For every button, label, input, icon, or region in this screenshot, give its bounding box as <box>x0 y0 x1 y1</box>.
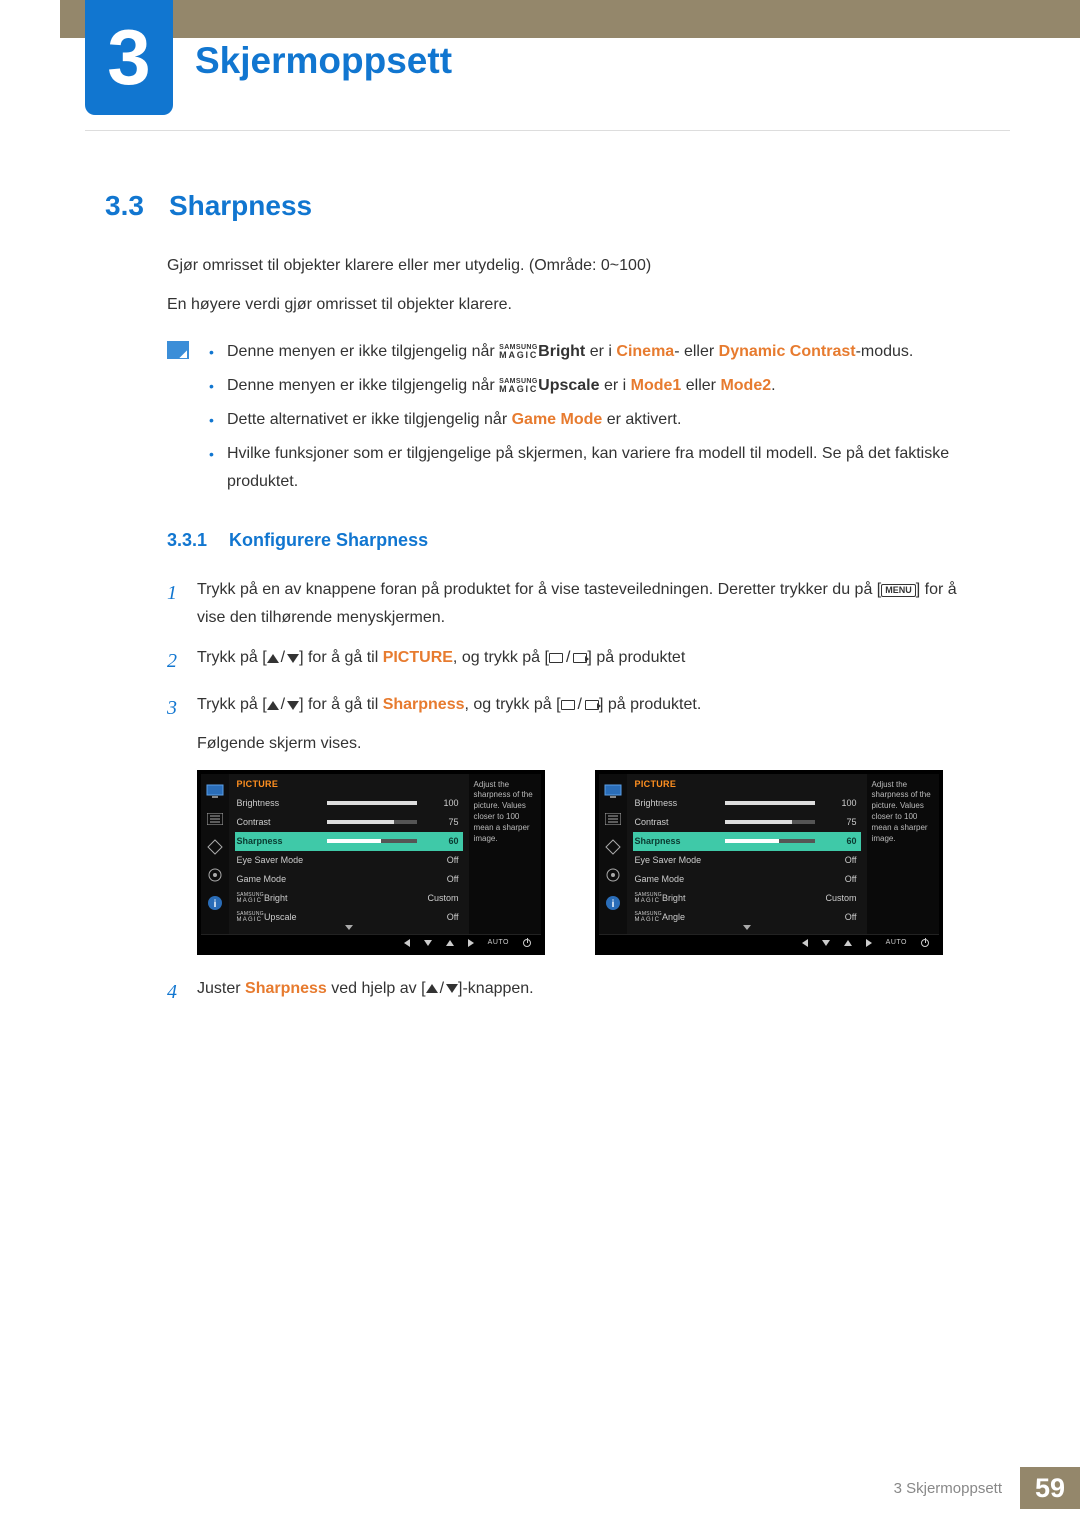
section-heading: 3.3 Sharpness <box>105 190 985 222</box>
subsection-number: 3.3.1 <box>167 530 207 551</box>
right-icon <box>468 939 474 947</box>
note-item: Hvilke funksjoner som er tilgjengelige p… <box>209 440 985 496</box>
up-down-glyph: / <box>267 691 299 719</box>
page-content: 3.3 Sharpness Gjør omrisset til objekter… <box>105 190 985 1022</box>
osd-bottom-bar: AUTO <box>201 934 541 951</box>
osd-description: Adjust the sharpness of the picture. Val… <box>867 774 939 934</box>
list-icon <box>205 810 225 828</box>
osd-row-contrast: Contrast 75 <box>633 813 861 832</box>
top-stripe <box>60 0 1080 38</box>
subsection-title: Konfigurere Sharpness <box>229 530 428 551</box>
monitor-icon <box>603 782 623 800</box>
osd-row-magicbright: SAMSUNGMAGICBright Custom <box>633 889 861 908</box>
osd-main-panel: PICTURE Brightness 100 Contrast 75 Sharp… <box>229 774 469 934</box>
left-icon <box>404 939 410 947</box>
step-text: Juster Sharpness ved hjelp av [/]-knappe… <box>197 975 985 1010</box>
down-icon <box>822 940 830 946</box>
osd-screenshots: i PICTURE Brightness 100 Contrast 75 <box>197 770 985 955</box>
step-text: Trykk på [/] for å gå til PICTURE, og tr… <box>197 644 985 679</box>
header-divider <box>85 130 1010 131</box>
chapter-number-badge: 3 <box>85 0 173 115</box>
osd-menu-2: i PICTURE Brightness 100 Contrast 75 <box>595 770 943 955</box>
step-1: 1 Trykk på en av knappene foran på produ… <box>167 576 985 632</box>
step-2: 2 Trykk på [/] for å gå til PICTURE, og … <box>167 644 985 679</box>
auto-label: AUTO <box>886 939 907 946</box>
osd-row-contrast: Contrast 75 <box>235 813 463 832</box>
osd-bottom-bar: AUTO <box>599 934 939 951</box>
monitor-icon <box>205 782 225 800</box>
resize-icon <box>205 838 225 856</box>
osd-heading: PICTURE <box>235 776 463 794</box>
step-number: 4 <box>167 975 179 1010</box>
scroll-down-icon <box>743 925 751 930</box>
section-title: Sharpness <box>169 190 312 222</box>
osd-row-sharpness: Sharpness 60 <box>633 832 861 851</box>
osd-sidebar: i <box>201 774 229 934</box>
up-down-glyph: / <box>426 975 458 1003</box>
osd-row-gamemode: Game Mode Off <box>235 870 463 889</box>
menu-button-glyph: MENU <box>881 584 916 597</box>
step-3: 3 Trykk på [/] for å gå til Sharpness, o… <box>167 691 985 757</box>
left-icon <box>802 939 808 947</box>
resize-icon <box>603 838 623 856</box>
select-glyph: / <box>561 691 599 719</box>
osd-row-eyesaver: Eye Saver Mode Off <box>235 851 463 870</box>
info-icon: i <box>205 894 225 912</box>
svg-text:i: i <box>213 899 216 910</box>
osd-description: Adjust the sharpness of the picture. Val… <box>469 774 541 934</box>
osd-row-magicbright: SAMSUNGMAGICBright Custom <box>235 889 463 908</box>
auto-label: AUTO <box>488 939 509 946</box>
step-text: Trykk på en av knappene foran på produkt… <box>197 576 985 632</box>
subsection-heading: 3.3.1 Konfigurere Sharpness <box>167 530 985 551</box>
note-list: Denne menyen er ikke tilgjengelig når SA… <box>209 338 985 502</box>
svg-text:i: i <box>611 899 614 910</box>
step-text: Trykk på [/] for å gå til Sharpness, og … <box>197 691 985 757</box>
scroll-down-icon <box>345 925 353 930</box>
section-number: 3.3 <box>105 190 144 222</box>
info-icon: i <box>603 894 623 912</box>
osd-row-brightness: Brightness 100 <box>633 794 861 813</box>
gear-icon <box>205 866 225 884</box>
osd-row-eyesaver: Eye Saver Mode Off <box>633 851 861 870</box>
up-down-glyph: / <box>267 644 299 672</box>
osd-row-gamemode: Game Mode Off <box>633 870 861 889</box>
step-4: 4 Juster Sharpness ved hjelp av [/]-knap… <box>167 975 985 1010</box>
osd-row-sharpness: Sharpness 60 <box>235 832 463 851</box>
page-number-badge: 59 <box>1020 1467 1080 1509</box>
list-icon <box>603 810 623 828</box>
osd-main-panel: PICTURE Brightness 100 Contrast 75 Sharp… <box>627 774 867 934</box>
select-glyph: / <box>549 644 587 672</box>
osd-menu-1: i PICTURE Brightness 100 Contrast 75 <box>197 770 545 955</box>
chapter-title: Skjermoppsett <box>195 40 452 82</box>
power-icon <box>921 939 929 947</box>
note-block: Denne menyen er ikke tilgjengelig når SA… <box>167 338 985 502</box>
power-icon <box>523 939 531 947</box>
step-number: 3 <box>167 691 179 757</box>
note-item: Denne menyen er ikke tilgjengelig når SA… <box>209 338 985 366</box>
up-icon <box>844 940 852 946</box>
footer-text: 3 Skjermoppsett <box>894 1480 1020 1497</box>
osd-sidebar: i <box>599 774 627 934</box>
step-number: 1 <box>167 576 179 632</box>
up-icon <box>446 940 454 946</box>
osd-heading: PICTURE <box>633 776 861 794</box>
note-item: Dette alternativet er ikke tilgjengelig … <box>209 406 985 434</box>
right-icon <box>866 939 872 947</box>
note-item: Denne menyen er ikke tilgjengelig når SA… <box>209 372 985 400</box>
osd-row-brightness: Brightness 100 <box>235 794 463 813</box>
intro-paragraph-2: En høyere verdi gjør omrisset til objekt… <box>167 291 985 318</box>
intro-paragraph-1: Gjør omrisset til objekter klarere eller… <box>167 252 985 279</box>
page-footer: 3 Skjermoppsett 59 <box>894 1467 1080 1509</box>
note-icon <box>167 341 189 359</box>
gear-icon <box>603 866 623 884</box>
down-icon <box>424 940 432 946</box>
step-number: 2 <box>167 644 179 679</box>
